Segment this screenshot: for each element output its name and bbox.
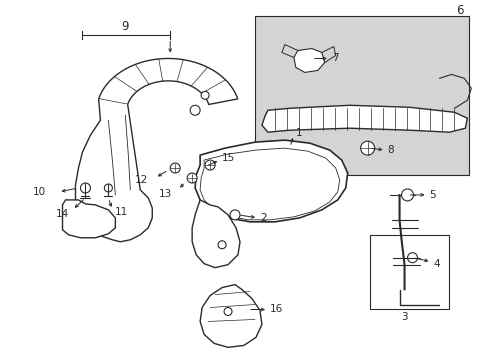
Circle shape	[401, 189, 413, 201]
Polygon shape	[262, 105, 467, 132]
Circle shape	[104, 184, 112, 192]
Circle shape	[224, 307, 232, 315]
Polygon shape	[99, 58, 237, 104]
Text: 8: 8	[387, 145, 393, 155]
Circle shape	[218, 241, 225, 249]
Text: 4: 4	[432, 259, 439, 269]
Polygon shape	[195, 140, 347, 222]
Text: 16: 16	[269, 305, 283, 315]
Text: 14: 14	[56, 209, 69, 219]
Polygon shape	[200, 148, 339, 220]
Polygon shape	[293, 49, 324, 72]
Text: 10: 10	[32, 187, 45, 197]
Circle shape	[407, 253, 417, 263]
Text: 5: 5	[428, 190, 435, 200]
Text: 11: 11	[114, 207, 127, 217]
Circle shape	[360, 141, 374, 155]
Circle shape	[229, 210, 240, 220]
Polygon shape	[62, 200, 115, 238]
Polygon shape	[200, 285, 262, 347]
Polygon shape	[254, 15, 468, 175]
Circle shape	[190, 105, 200, 115]
Text: 13: 13	[159, 189, 172, 199]
Text: 1: 1	[295, 128, 302, 138]
Text: 9: 9	[122, 20, 129, 33]
Polygon shape	[369, 235, 448, 310]
Text: 15: 15	[222, 153, 235, 163]
Circle shape	[201, 91, 209, 99]
Text: 12: 12	[135, 175, 148, 185]
Circle shape	[170, 163, 180, 173]
Text: 7: 7	[331, 54, 338, 63]
Text: 6: 6	[455, 4, 462, 17]
Circle shape	[204, 160, 215, 170]
Text: 2: 2	[260, 213, 266, 223]
Text: 3: 3	[401, 312, 407, 323]
Circle shape	[81, 183, 90, 193]
Polygon shape	[75, 99, 152, 242]
Circle shape	[187, 173, 197, 183]
Polygon shape	[192, 200, 240, 268]
